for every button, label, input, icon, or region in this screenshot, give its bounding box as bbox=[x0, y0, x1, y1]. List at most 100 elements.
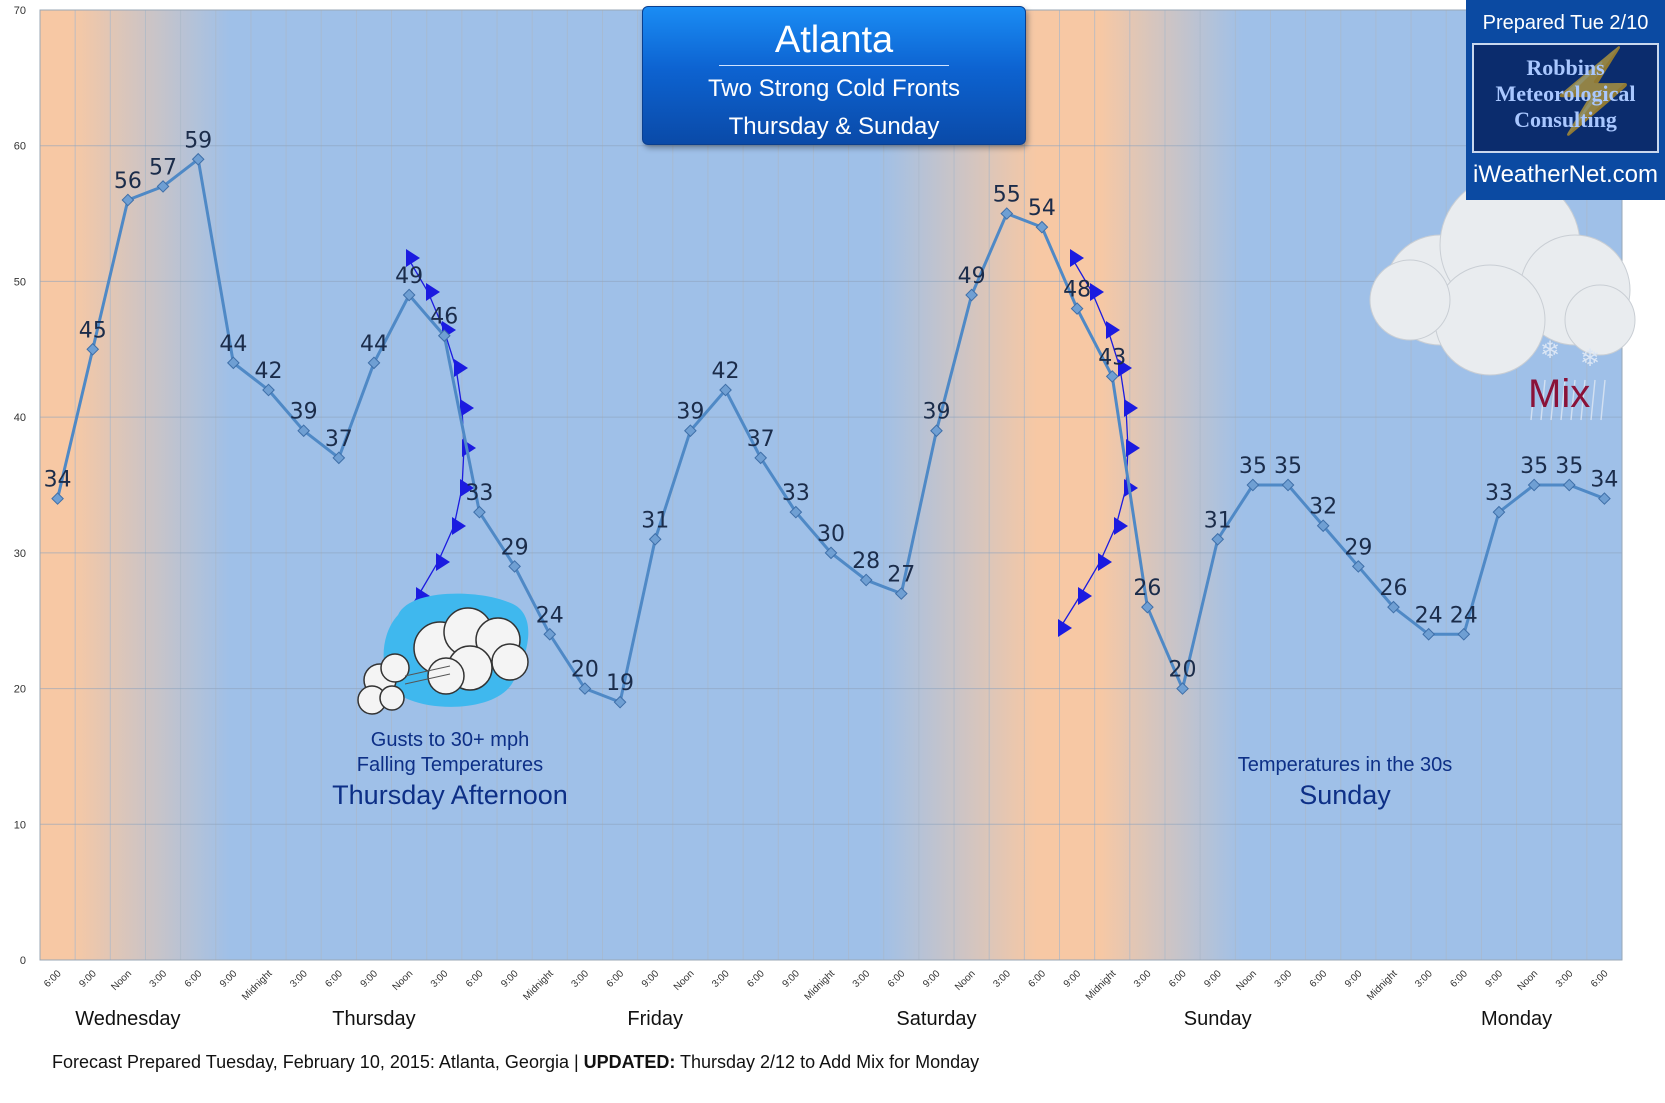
data-label: 19 bbox=[606, 671, 634, 696]
data-label: 39 bbox=[922, 400, 950, 425]
footer-prefix: Forecast Prepared Tuesday, February 10, … bbox=[52, 1052, 584, 1072]
x-tick-label: 6:00 bbox=[1167, 968, 1189, 990]
thursday-cold-front bbox=[396, 249, 476, 637]
day-label: Sunday bbox=[1184, 1008, 1252, 1030]
data-label: 24 bbox=[1450, 603, 1478, 628]
x-tick-label: Noon bbox=[109, 968, 134, 993]
data-label: 26 bbox=[1379, 576, 1407, 601]
x-tick-label: Noon bbox=[391, 968, 416, 993]
brand-logo: ⚡ Robbins Meteorological Consulting bbox=[1472, 43, 1659, 153]
data-label: 44 bbox=[219, 332, 247, 357]
cold-front-triangle-icon bbox=[406, 249, 420, 267]
x-tick-label: 3:00 bbox=[1413, 968, 1435, 990]
sunday-annotation: Temperatures in the 30s Sunday bbox=[1200, 753, 1490, 812]
data-point-marker bbox=[1070, 302, 1084, 315]
x-tick-label: 6:00 bbox=[1027, 968, 1049, 990]
data-label: 37 bbox=[325, 427, 353, 452]
x-tick-label: 9:00 bbox=[1062, 968, 1084, 990]
data-point-marker bbox=[1211, 532, 1225, 546]
data-label: 44 bbox=[360, 332, 388, 357]
data-point-marker bbox=[1105, 370, 1119, 383]
cloud-puff bbox=[427, 657, 465, 695]
cold-front-triangle-icon bbox=[1070, 249, 1084, 267]
data-label: 43 bbox=[1098, 345, 1126, 370]
brand-name-line-3: Consulting bbox=[1514, 107, 1617, 132]
rain-streak bbox=[1550, 379, 1556, 421]
data-point-marker bbox=[1246, 478, 1260, 492]
thursday-annotation-line-1: Gusts to 30+ mph bbox=[370, 729, 530, 751]
data-point-marker bbox=[859, 573, 873, 587]
data-point-marker bbox=[719, 383, 732, 397]
x-tick-label: Noon bbox=[672, 968, 697, 993]
rain-streak bbox=[1590, 379, 1596, 421]
brand-name-line-1: Robbins bbox=[1526, 55, 1605, 80]
chart-title: Atlanta bbox=[774, 19, 894, 61]
data-point-marker bbox=[1141, 600, 1154, 614]
x-tick-label: 9:00 bbox=[1484, 968, 1506, 990]
sunday-cold-front bbox=[1058, 249, 1140, 637]
x-tick-label: 9:00 bbox=[921, 968, 943, 990]
data-point-marker bbox=[1562, 478, 1576, 492]
data-point-marker bbox=[1492, 505, 1506, 519]
data-label: 31 bbox=[1204, 508, 1232, 533]
data-label: 45 bbox=[79, 318, 107, 343]
prepared-date: Prepared Tue 2/10 bbox=[1482, 12, 1649, 34]
cold-front-triangle-icon bbox=[460, 399, 474, 417]
data-point-marker bbox=[543, 627, 557, 641]
x-tick-label: 3:00 bbox=[991, 968, 1013, 990]
day-label: Wednesday bbox=[75, 1008, 180, 1030]
cloud-puff bbox=[1434, 264, 1546, 376]
data-point-marker bbox=[191, 152, 205, 166]
cold-front-triangle-icon bbox=[1090, 283, 1104, 301]
rain-streak bbox=[1530, 379, 1536, 421]
y-tick-label: 10 bbox=[14, 819, 26, 831]
rain-streak bbox=[1540, 379, 1546, 421]
x-tick-label: 9:00 bbox=[359, 968, 381, 990]
cloud-puff bbox=[491, 643, 529, 681]
data-label: 26 bbox=[1133, 576, 1161, 601]
data-label: 39 bbox=[676, 400, 704, 425]
data-point-marker bbox=[262, 383, 275, 397]
data-label: 35 bbox=[1520, 454, 1548, 479]
data-label: 46 bbox=[430, 305, 458, 330]
snow-cloud-icon: ❄ ❄ bbox=[1369, 174, 1636, 421]
y-tick-label: 50 bbox=[14, 276, 26, 288]
data-label: 39 bbox=[290, 400, 318, 425]
data-label: 30 bbox=[817, 522, 845, 547]
x-tick-label: Noon bbox=[1516, 968, 1541, 993]
thursday-annotation: Gusts to 30+ mph Falling Temperatures Th… bbox=[320, 728, 580, 812]
data-point-marker bbox=[1035, 220, 1049, 234]
data-point-marker bbox=[226, 356, 240, 370]
x-tick-label: Midnight bbox=[521, 968, 556, 1003]
x-tick-label: 3:00 bbox=[1132, 968, 1154, 990]
cold-front-triangle-icon bbox=[1098, 553, 1112, 571]
y-tick-label: 70 bbox=[14, 5, 26, 17]
data-label: 35 bbox=[1555, 454, 1583, 479]
data-point-marker bbox=[86, 342, 100, 356]
rain-streak bbox=[1570, 379, 1576, 421]
data-label: 35 bbox=[1274, 454, 1302, 479]
data-label: 33 bbox=[1485, 481, 1513, 506]
cold-front-triangle-icon bbox=[1106, 321, 1120, 339]
data-point-marker bbox=[437, 329, 451, 343]
cold-front-triangle-icon bbox=[1124, 399, 1138, 417]
data-label: 49 bbox=[395, 264, 423, 289]
gust-puff bbox=[380, 653, 410, 683]
data-point-marker bbox=[613, 695, 627, 709]
cloud-puff bbox=[1564, 284, 1636, 356]
data-point-marker bbox=[156, 180, 170, 193]
x-tick-label: Midnight bbox=[240, 968, 275, 1003]
x-tick-label: Noon bbox=[953, 968, 978, 993]
snowflake-icon: ❄ bbox=[1580, 345, 1600, 372]
x-tick-label: 6:00 bbox=[1308, 968, 1330, 990]
data-point-marker bbox=[51, 492, 64, 505]
data-label: 42 bbox=[255, 359, 283, 384]
brand-name-line-2: Meteorological bbox=[1495, 81, 1636, 106]
data-point-marker bbox=[1176, 682, 1189, 695]
wind-cloud-icon bbox=[357, 593, 529, 715]
x-tick-label: 9:00 bbox=[780, 968, 802, 990]
x-tick-label: 3:00 bbox=[710, 968, 732, 990]
x-tick-label: 3:00 bbox=[148, 968, 170, 990]
x-tick-label: Midnight bbox=[1084, 968, 1119, 1003]
